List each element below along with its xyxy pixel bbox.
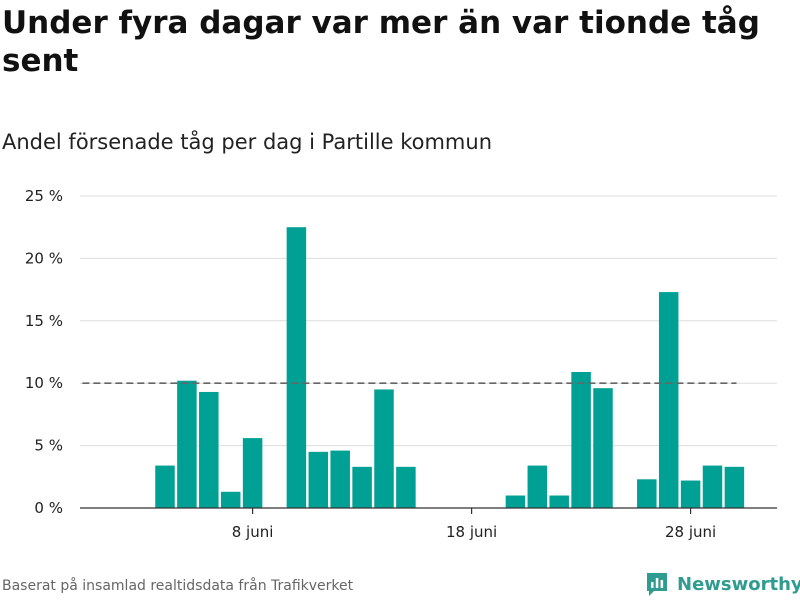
bar [680,480,701,508]
bar [242,438,263,508]
bar [286,227,307,508]
chart-title: Under fyra dagar var mer än var tionde t… [2,5,760,79]
bar [199,391,219,508]
bar [374,389,394,508]
y-tick-label: 20 % [25,249,63,267]
bar [549,495,569,508]
bar [220,491,241,508]
bar [155,465,175,508]
y-tick-label: 25 % [25,187,63,205]
bar [593,388,613,508]
bar [702,465,723,508]
x-tick-label: 18 juni [446,523,497,541]
chart-subtitle: Andel försenade tåg per dag i Partille k… [2,130,493,154]
brand-logo[interactable]: Newsworthy [645,571,800,597]
bar [308,451,329,508]
y-tick-label: 15 % [25,312,63,330]
bar [724,466,745,508]
source-note: Baserat på insamlad realtidsdata från Tr… [2,578,354,594]
y-tick-label: 5 % [34,437,63,455]
bar [177,380,197,508]
bars [155,227,745,508]
x-tick-label: 28 juni [665,523,716,541]
bar [527,465,548,508]
y-tick-label: 10 % [25,374,63,392]
axes: 0 % 5 % 10 % 15 % 20 % 25 % 8 juni 18 juni 28 ju… [25,187,777,541]
bar [637,479,657,508]
bar [396,466,416,508]
brand-name: Newsworthy [677,573,800,595]
bar [571,371,591,508]
bar [658,292,679,508]
x-tick-label: 8 juni [232,523,274,541]
bar [505,495,526,508]
bar [330,450,350,508]
bar [352,466,372,508]
newsworthy-logo-icon [647,573,667,596]
y-tick-label: 0 % [34,499,63,517]
